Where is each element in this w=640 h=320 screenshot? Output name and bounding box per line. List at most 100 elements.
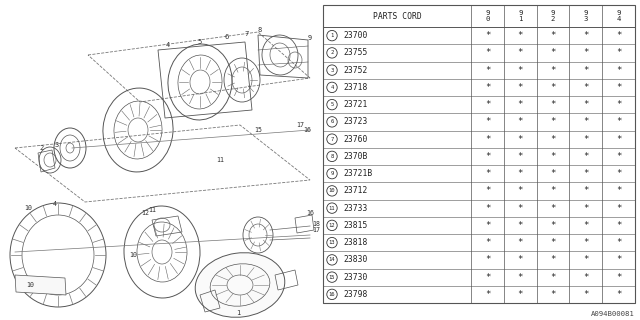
Text: *: * bbox=[518, 169, 523, 178]
Text: 9
4: 9 4 bbox=[616, 10, 621, 22]
Text: *: * bbox=[616, 83, 621, 92]
Text: 12: 12 bbox=[141, 210, 149, 216]
Text: *: * bbox=[485, 221, 490, 230]
Text: 18: 18 bbox=[312, 221, 320, 227]
Text: *: * bbox=[616, 238, 621, 247]
Text: *: * bbox=[583, 100, 589, 109]
Text: *: * bbox=[550, 31, 556, 40]
Text: 23798: 23798 bbox=[343, 290, 367, 299]
Text: 23721: 23721 bbox=[343, 100, 367, 109]
Text: *: * bbox=[550, 204, 556, 212]
Text: 5: 5 bbox=[198, 39, 202, 45]
Text: 23818: 23818 bbox=[343, 238, 367, 247]
Text: *: * bbox=[518, 66, 523, 75]
Text: 10: 10 bbox=[24, 205, 32, 211]
Text: *: * bbox=[518, 135, 523, 144]
Text: *: * bbox=[616, 117, 621, 126]
Text: 16: 16 bbox=[306, 210, 314, 216]
Text: 11: 11 bbox=[148, 207, 156, 213]
Text: *: * bbox=[583, 186, 589, 196]
Text: *: * bbox=[550, 117, 556, 126]
Text: 16: 16 bbox=[303, 127, 311, 133]
Text: *: * bbox=[485, 117, 490, 126]
Text: 9
0: 9 0 bbox=[485, 10, 490, 22]
Text: *: * bbox=[583, 238, 589, 247]
Text: 17: 17 bbox=[312, 227, 320, 233]
Bar bbox=[323, 5, 635, 303]
Text: *: * bbox=[485, 273, 490, 282]
Text: *: * bbox=[550, 83, 556, 92]
Text: *: * bbox=[518, 186, 523, 196]
Circle shape bbox=[327, 186, 337, 196]
Circle shape bbox=[327, 272, 337, 282]
Circle shape bbox=[327, 117, 337, 127]
Text: *: * bbox=[550, 186, 556, 196]
Text: 11: 11 bbox=[329, 206, 335, 211]
Text: *: * bbox=[550, 66, 556, 75]
Text: 17: 17 bbox=[296, 122, 304, 128]
Text: 23755: 23755 bbox=[343, 48, 367, 57]
Ellipse shape bbox=[195, 253, 285, 317]
Text: 2: 2 bbox=[40, 145, 44, 151]
Text: *: * bbox=[616, 186, 621, 196]
Text: 12: 12 bbox=[329, 223, 335, 228]
Text: *: * bbox=[518, 204, 523, 212]
Text: *: * bbox=[485, 238, 490, 247]
Text: 9
2: 9 2 bbox=[551, 10, 556, 22]
Circle shape bbox=[327, 255, 337, 265]
Text: *: * bbox=[550, 255, 556, 264]
Text: 3: 3 bbox=[55, 142, 59, 148]
Text: 9
3: 9 3 bbox=[584, 10, 588, 22]
Text: *: * bbox=[616, 273, 621, 282]
Text: 4: 4 bbox=[53, 201, 57, 207]
Text: 23712: 23712 bbox=[343, 186, 367, 196]
Text: *: * bbox=[518, 255, 523, 264]
Text: 10: 10 bbox=[129, 252, 137, 258]
Text: *: * bbox=[550, 221, 556, 230]
Text: *: * bbox=[583, 152, 589, 161]
Text: 23723: 23723 bbox=[343, 117, 367, 126]
Text: 1: 1 bbox=[236, 310, 240, 316]
Text: 5: 5 bbox=[330, 102, 333, 107]
Text: *: * bbox=[583, 169, 589, 178]
Text: *: * bbox=[616, 255, 621, 264]
Text: *: * bbox=[485, 169, 490, 178]
Text: 10: 10 bbox=[329, 188, 335, 193]
Text: 11: 11 bbox=[216, 157, 224, 163]
Text: *: * bbox=[485, 66, 490, 75]
Text: 23721B: 23721B bbox=[343, 169, 372, 178]
Text: *: * bbox=[616, 204, 621, 212]
Text: *: * bbox=[616, 290, 621, 299]
Text: *: * bbox=[518, 238, 523, 247]
Text: 23700: 23700 bbox=[343, 31, 367, 40]
Text: *: * bbox=[485, 152, 490, 161]
Text: *: * bbox=[518, 117, 523, 126]
Text: *: * bbox=[485, 290, 490, 299]
Text: 6: 6 bbox=[225, 34, 229, 40]
Text: 6: 6 bbox=[330, 119, 333, 124]
Text: 23760: 23760 bbox=[343, 135, 367, 144]
Text: 14: 14 bbox=[329, 257, 335, 262]
Text: *: * bbox=[550, 290, 556, 299]
Text: 23815: 23815 bbox=[343, 221, 367, 230]
Circle shape bbox=[327, 30, 337, 41]
Text: *: * bbox=[550, 48, 556, 57]
Text: *: * bbox=[616, 66, 621, 75]
Circle shape bbox=[327, 151, 337, 162]
Text: *: * bbox=[583, 31, 589, 40]
Text: 7: 7 bbox=[330, 137, 333, 142]
Text: *: * bbox=[616, 48, 621, 57]
Polygon shape bbox=[15, 275, 66, 295]
Circle shape bbox=[327, 203, 337, 213]
Text: 15: 15 bbox=[254, 127, 262, 133]
Text: 2370B: 2370B bbox=[343, 152, 367, 161]
Text: *: * bbox=[550, 169, 556, 178]
Text: *: * bbox=[485, 135, 490, 144]
Text: 23733: 23733 bbox=[343, 204, 367, 212]
Text: *: * bbox=[616, 169, 621, 178]
Text: *: * bbox=[485, 48, 490, 57]
Text: 3: 3 bbox=[330, 68, 333, 73]
Text: *: * bbox=[518, 31, 523, 40]
Text: *: * bbox=[583, 135, 589, 144]
Text: *: * bbox=[583, 83, 589, 92]
